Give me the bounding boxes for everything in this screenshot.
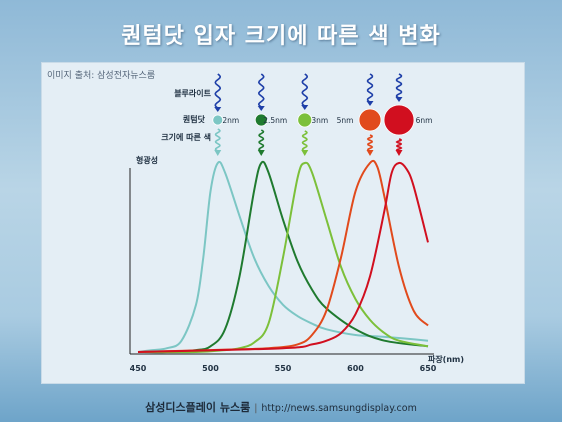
x-tick-label-4: 650 (420, 364, 437, 373)
quantum-dot-1 (212, 114, 224, 126)
dot-size-label-3: 3nm (311, 116, 328, 125)
emitted-arrow-1 (214, 150, 222, 156)
dot-size-label-2: 2.5nm (263, 116, 287, 125)
diagram-layer: 블루라이트 퀀텀닷 크기에 따른 색 2nm 2.5nm 3nm 5nm 6nm (161, 73, 433, 156)
x-tick-label-1: 500 (202, 364, 219, 373)
footer: 삼성디스플레이 뉴스룸 | http://news.samsungdisplay.c… (0, 399, 562, 415)
blue-light-arrow-4 (366, 101, 374, 106)
emitted-arrow-3 (301, 150, 309, 156)
emitted-arrow-2 (257, 150, 265, 156)
emitted-wave-5 (395, 138, 403, 152)
x-tick-label-0: 450 (130, 364, 147, 373)
footer-brand: 삼성디스플레이 뉴스룸 (145, 401, 251, 414)
blue-light-arrow-5 (395, 97, 403, 102)
slide-title: 퀀텀닷 입자 크기에 따른 색 변화 (121, 24, 441, 49)
image-credit: 이미지 출처: 삼성전자뉴스룸 (47, 71, 156, 81)
emitted-wave-1 (214, 128, 221, 152)
blue-light-wave-1 (214, 73, 222, 109)
emitted-wave-2 (258, 129, 265, 152)
blue-light-arrow-3 (301, 105, 309, 110)
x-tick-label-2: 550 (275, 364, 292, 373)
blue-light-arrow-1 (214, 107, 222, 112)
x-axis-label: 파장(nm) (428, 354, 464, 364)
dot-size-label-4: 5nm (337, 116, 354, 125)
dot-size-label-1: 2nm (222, 116, 239, 125)
blue-light-arrow-2 (257, 106, 265, 111)
blue-light-label: 블루라이트 (174, 88, 211, 98)
x-tick-label-3: 600 (347, 364, 364, 373)
series-line-3 (137, 161, 429, 354)
quantum-dot-2 (254, 113, 268, 127)
quantum-dot-3 (297, 112, 313, 128)
series-line-2 (137, 160, 429, 354)
series-lines (137, 159, 429, 354)
footer-separator: | (254, 403, 258, 414)
y-axis-label: 형광성 (136, 155, 158, 165)
series-line-5 (137, 161, 429, 353)
blue-light-wave-2 (257, 73, 265, 108)
emitted-arrow-5 (395, 150, 403, 156)
emitted-arrow-4 (366, 150, 374, 156)
series-line-1 (137, 160, 429, 353)
emitted-color-label: 크기에 따른 색 (161, 132, 211, 142)
footer-url[interactable]: http://news.samsungdisplay.com (261, 403, 417, 414)
emitted-wave-3 (301, 130, 308, 152)
quantum-dot-label: 퀀텀닷 (183, 114, 206, 124)
emitted-wave-4 (366, 134, 374, 152)
dot-size-label-5: 6nm (416, 116, 433, 125)
quantum-dot-5 (383, 104, 415, 136)
tick-labels: 450 500 550 600 650 (130, 364, 437, 373)
axes-layer: 형광성 파장(nm) (129, 155, 464, 364)
quantum-dot-4 (358, 108, 382, 132)
blue-light-wave-5 (395, 73, 403, 99)
blue-light-wave-4 (366, 73, 374, 103)
figure-panel (41, 62, 525, 384)
blue-light-wave-3 (301, 73, 309, 107)
